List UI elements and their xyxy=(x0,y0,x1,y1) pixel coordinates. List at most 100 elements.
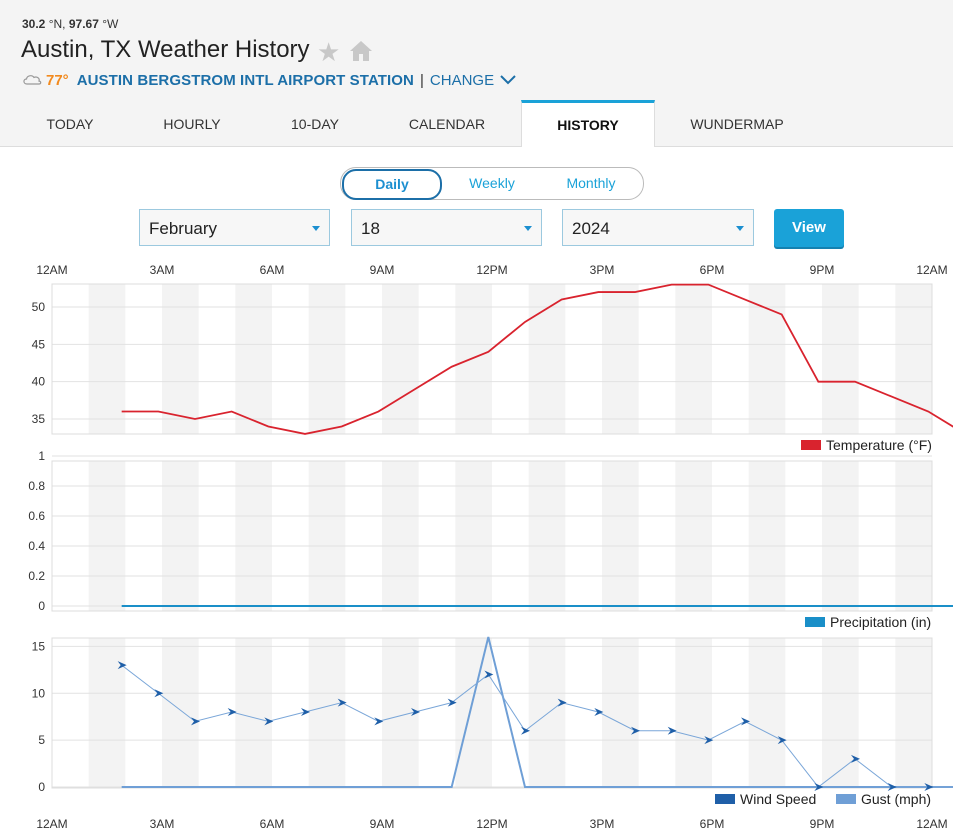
hour-stripe xyxy=(382,284,419,434)
wind-direction-arrow xyxy=(631,726,640,735)
temperature-legend-label: Temperature (°F) xyxy=(826,437,932,453)
wind-direction-arrow xyxy=(557,698,567,707)
wind-direction-arrow xyxy=(264,717,274,726)
x-tick-label: 6PM xyxy=(700,817,725,831)
x-tick-label: 9AM xyxy=(370,817,395,831)
wind-speed-line xyxy=(121,664,953,788)
hour-stripe xyxy=(308,461,346,611)
y-tick-label: 0.2 xyxy=(28,569,45,583)
temperature-line xyxy=(121,283,953,435)
wind-direction-arrow xyxy=(741,717,750,726)
wind-direction-arrow xyxy=(484,670,494,679)
tab-calendar[interactable]: CALENDAR xyxy=(408,116,486,132)
hour-stripe xyxy=(382,461,419,611)
wind-direction-arrow xyxy=(154,689,164,698)
hour-stripe xyxy=(602,461,639,611)
hour-stripe xyxy=(602,638,639,788)
y-tick-label: 10 xyxy=(32,686,46,700)
hour-stripe xyxy=(822,461,859,611)
x-tick-label: 9PM xyxy=(810,817,835,831)
hour-stripe xyxy=(822,284,859,434)
year-select[interactable]: 2024 xyxy=(562,209,754,246)
wind-direction-arrow xyxy=(227,708,237,716)
hour-stripe xyxy=(895,284,932,434)
y-tick-label: 0 xyxy=(38,599,45,613)
precipitation-legend-label: Precipitation (in) xyxy=(830,614,931,630)
month-select[interactable]: February xyxy=(139,209,330,246)
latitude: 30.2 xyxy=(22,17,46,31)
history-charts: 12AM 3AM 6AM 9AM 12PM 3PM 6PM 9PM 12AM 35404550 … xyxy=(28,263,953,831)
longitude-unit: °W xyxy=(102,17,119,31)
station-link[interactable]: AUSTIN BERGSTROM INTL AIRPORT STATION xyxy=(76,71,414,89)
hour-stripe xyxy=(528,638,566,788)
hour-stripe xyxy=(455,284,492,434)
tab-hourly[interactable]: HOURLY xyxy=(163,116,221,132)
cloud-icon xyxy=(22,72,42,89)
longitude: 97.67 xyxy=(68,17,99,31)
hour-stripe xyxy=(235,284,272,434)
wind-direction-arrow xyxy=(447,698,457,707)
hour-stripe xyxy=(308,638,346,788)
plot-frame xyxy=(51,637,933,789)
wind-direction-arrow xyxy=(887,783,897,791)
day-value: 18 xyxy=(361,219,380,238)
star-icon[interactable]: ★ xyxy=(317,37,341,67)
wind-direction-arrow xyxy=(337,698,347,707)
y-tick-label: 15 xyxy=(32,639,46,653)
tab-history[interactable]: HISTORY xyxy=(521,100,655,147)
wind-direction-arrow xyxy=(777,736,787,745)
wind-speed-legend-label: Wind Speed xyxy=(740,791,816,807)
hour-stripe xyxy=(675,638,712,788)
wind-direction-arrow xyxy=(117,661,127,670)
day-select[interactable]: 18 xyxy=(351,209,542,246)
view-button[interactable]: View xyxy=(774,209,844,247)
wind-speed-legend-swatch xyxy=(715,794,735,804)
page-title: Austin, TX Weather History xyxy=(21,36,310,63)
coordinates: 30.2 °N, 97.67 °W xyxy=(22,17,118,31)
tab-wundermap[interactable]: WUNDERMAP xyxy=(690,116,784,132)
gust-line xyxy=(121,636,953,788)
gust-legend-swatch xyxy=(836,794,856,804)
divider: | xyxy=(420,71,424,89)
x-tick-label: 12AM xyxy=(36,817,67,831)
wind-direction-arrow xyxy=(411,708,420,716)
tab-10-day[interactable]: 10-DAY xyxy=(291,116,339,132)
y-tick-label: 35 xyxy=(32,412,46,426)
caret-down-icon xyxy=(312,226,320,231)
wind-direction-arrow xyxy=(374,717,384,726)
hour-stripe xyxy=(895,638,932,788)
hour-stripe xyxy=(748,461,786,611)
x-tick-label: 9AM xyxy=(370,263,395,277)
x-tick-label: 9PM xyxy=(810,263,835,277)
period-weekly-option[interactable]: Weekly xyxy=(469,175,515,191)
plot-frame xyxy=(51,283,933,435)
period-daily-option[interactable]: Daily xyxy=(342,169,442,200)
plot-frame xyxy=(51,460,933,612)
hour-stripe xyxy=(88,284,126,434)
change-station-link[interactable]: CHANGE xyxy=(429,71,495,89)
current-temperature: 77° xyxy=(46,71,69,89)
wind-direction-arrow xyxy=(594,708,604,716)
hour-stripe xyxy=(382,638,419,788)
period-monthly-option[interactable]: Monthly xyxy=(566,175,616,191)
location-header: 30.2 °N, 97.67 °W Austin, TX Weather His… xyxy=(0,0,953,147)
x-tick-label: 6PM xyxy=(700,263,725,277)
gust-legend-label: Gust (mph) xyxy=(861,791,931,807)
hour-stripe xyxy=(675,461,712,611)
precipitation-chart: 0 0.2 0.4 0.6 0.8 1 xyxy=(28,449,953,613)
hour-stripe xyxy=(455,461,492,611)
x-tick-label: 12AM xyxy=(916,817,947,831)
hour-stripe xyxy=(235,638,272,788)
caret-down-icon xyxy=(524,226,532,231)
forecast-tabs: TODAY HOURLY 10-DAY CALENDAR HISTORY WUN… xyxy=(0,100,953,147)
home-icon[interactable] xyxy=(349,40,373,67)
hour-stripe xyxy=(162,284,199,434)
wind-direction-arrow xyxy=(191,717,200,726)
hour-stripe xyxy=(162,461,199,611)
hour-stripe xyxy=(895,461,932,611)
wind-direction-arrow xyxy=(667,726,677,735)
chevron-down-icon[interactable] xyxy=(500,72,516,89)
y-tick-label: 0.8 xyxy=(28,479,45,493)
tab-today[interactable]: TODAY xyxy=(46,116,94,132)
hour-stripe xyxy=(88,461,126,611)
